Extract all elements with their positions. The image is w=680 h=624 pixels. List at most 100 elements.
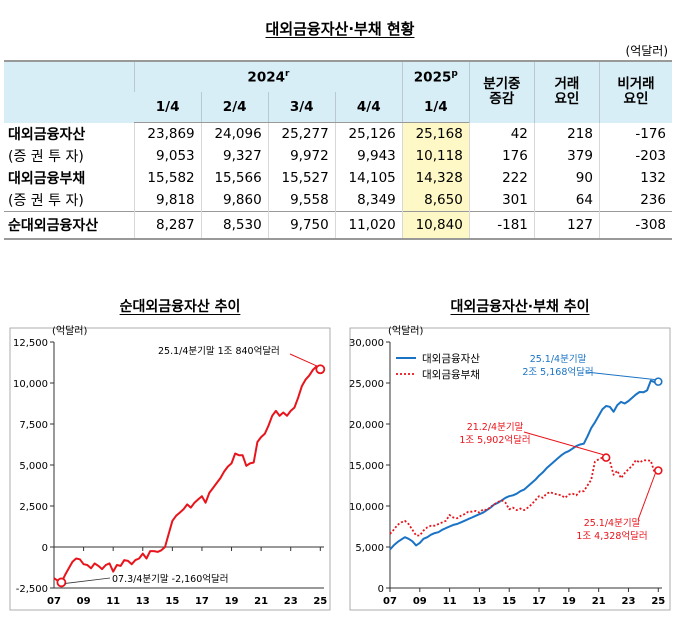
y-tick-label: 10,000 [349,502,384,513]
table-cell: 132 [598,167,672,189]
row-label: (증 권 투 자) [8,193,84,209]
table-row: 대외금융부채 15,582 15,566 15,527 14,105 14,328 222 9… [4,167,672,189]
chart-frame [349,327,671,611]
table-cell: 15,527 [267,167,336,189]
table-cell: 236 [598,189,672,212]
x-tick-label: 15 [165,596,179,607]
annotation-pointer [637,473,656,521]
annotation-pointer [523,431,604,456]
x-tick-label: 23 [284,596,298,607]
table-cell: 8,349 [334,189,403,212]
x-tick-label: 07 [383,596,397,607]
table-row: 순대외금융자산 8,287 8,530 9,750 11,020 10,840 -181 12… [4,211,672,240]
assets-liabilities-chart: (억달러) 30,000 25,000 20,000 15,000 10,000 5,000… [349,325,671,611]
table-cell: 64 [533,189,600,212]
annotation: 07.3/4분기말 -2,160억달러 [112,573,228,585]
x-tick-label: 25 [313,596,327,607]
legend-label: 대외금융자산 [422,353,480,365]
table-cell: 23,869 [134,122,202,145]
x-tick-label: 13 [472,596,486,607]
table-cell: 176 [468,145,535,167]
table-cell: 9,943 [334,145,403,167]
x-tick-label: 11 [443,596,457,607]
table-cell: 25,126 [334,122,403,145]
table-cell: -308 [598,211,672,240]
annotation: 1조 5,902억달러 [459,434,530,446]
table-cell: 8,287 [134,211,202,240]
table-row: 대외금융자산 23,869 24,096 25,277 25,126 25,168 42 21… [4,122,672,145]
table-cell: 9,053 [134,145,202,167]
data-table: 2024r 2025p 분기중 증감 거래 요인 비거래 요인 1/4 2/4 … [4,60,672,240]
y-axis-label: (억달러) [52,325,88,337]
table-cell: 9,860 [200,189,269,212]
table-cell: 9,558 [267,189,336,212]
y-tick-label: 5,000 [355,543,384,554]
table-cell: 15,566 [200,167,269,189]
table-cell: 8,650 [401,189,470,212]
table-cell: 8,530 [200,211,269,240]
series-line [389,456,659,537]
data-point [315,364,326,375]
table-cell: 9,972 [267,145,336,167]
y-tick-label: 10,000 [13,379,48,390]
x-tick-label: 25 [651,596,665,607]
table-cell: 25,168 [401,122,470,145]
corner-cell [4,60,135,123]
data-point [653,466,663,475]
table-cell: 301 [468,189,535,212]
quarter-header: 4/4 [334,92,403,123]
chart1-title: 순대외금융자산 추이 [119,299,241,315]
table-cell: 379 [533,145,600,167]
x-tick-label: 13 [136,596,150,607]
table-row: (증 권 투 자) 9,818 9,860 9,558 8,349 8,650 301 64 2… [4,189,672,212]
table-cell: -176 [598,122,672,145]
chart-frame [9,327,331,611]
year-2025-header: 2025p [401,60,470,92]
x-tick-label: 09 [413,596,427,607]
annotation: 2조 5,168억달러 [522,366,593,378]
table-row: (증 권 투 자) 9,053 9,327 9,972 9,943 10,118 176 37… [4,145,672,167]
x-tick-label: 09 [77,596,91,607]
quarter-header: 3/4 [267,92,336,123]
annotation: 25.1/4분기말 [584,517,641,529]
row-label: 대외금융부채 [8,171,86,187]
year-2024-header: 2024r [134,60,403,92]
row-label: 순대외금융자산 [4,211,135,240]
x-tick-label: 23 [622,596,636,607]
y-tick-label: 7,500 [19,420,48,431]
table-cell: 218 [533,122,600,145]
y-axis-label: (억달러) [388,325,424,337]
table-unit: (억달러) [625,44,668,58]
y-tick-label: 5,000 [19,461,48,472]
table-cell: 15,582 [134,167,202,189]
change-header: 분기중 증감 [468,60,535,123]
data-point [56,577,67,588]
y-tick-label: 20,000 [349,420,384,431]
y-tick-label: 12,500 [13,338,48,349]
nontrade-header: 비거래 요인 [598,60,672,123]
x-tick-label: 15 [502,596,516,607]
table-cell: 42 [468,122,535,145]
y-tick-label: -2,500 [16,584,48,595]
y-tick-label: 2,500 [19,502,48,513]
annotation-pointer [585,371,656,381]
annotation: 25.1/4분기말 [530,353,587,365]
x-tick-label: 07 [47,596,61,607]
table-cell: 222 [468,167,535,189]
annotation-pointer [65,577,111,584]
table-cell: -203 [598,145,672,167]
annotation: 1조 4,328억달러 [576,530,647,542]
x-tick-label: 19 [225,596,239,607]
quarter-header: 1/4 [134,92,202,123]
table-cell: 90 [533,167,600,189]
trade-header: 거래 요인 [533,60,600,123]
x-tick-label: 19 [562,596,576,607]
table-cell: 10,118 [401,145,470,167]
series-line [53,365,321,584]
data-point [653,377,663,386]
x-tick-label: 17 [195,596,209,607]
quarter-header: 1/4 [401,92,470,123]
y-tick-label: 0 [42,543,48,554]
x-tick-label: 11 [106,596,120,607]
table-cell: 9,818 [134,189,202,212]
